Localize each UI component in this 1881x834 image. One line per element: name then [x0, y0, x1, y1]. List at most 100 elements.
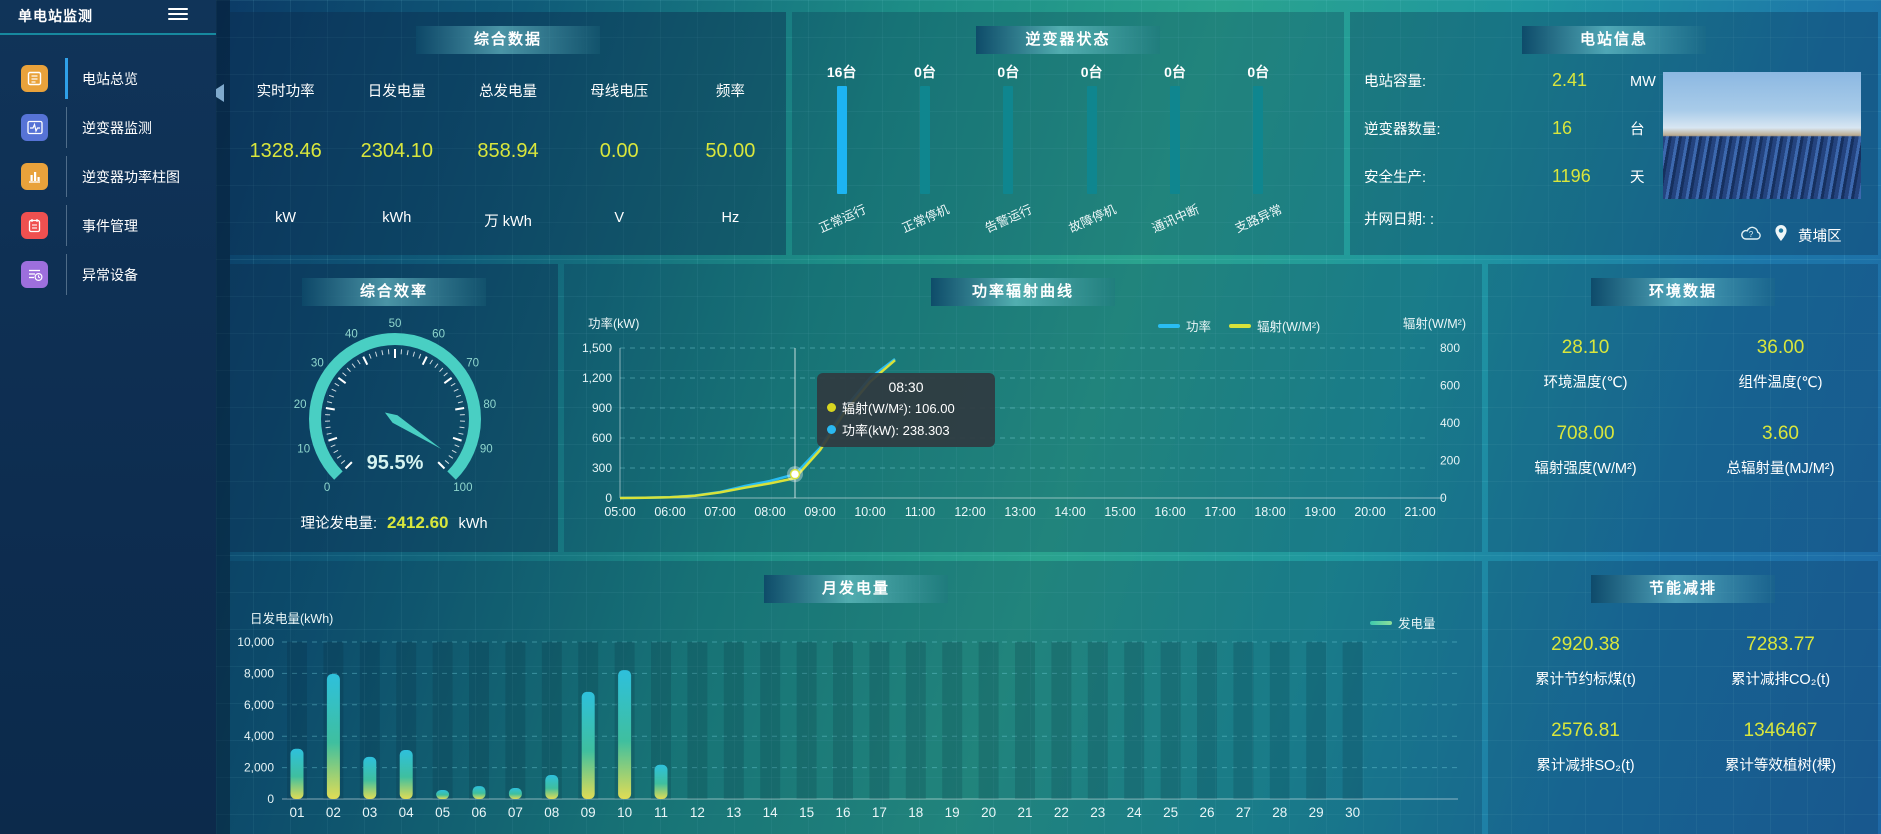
energy-saving-stat: 1346467 累计等效植树(棵): [1683, 711, 1878, 791]
x-axis-tick: 16: [835, 805, 850, 820]
inverter-status-column: 0台 通讯中断: [1135, 62, 1215, 252]
right-axis-tick: 0: [1440, 491, 1447, 505]
gauge-tick-label: 60: [432, 328, 445, 340]
x-axis-tick: 06:00: [654, 505, 685, 519]
inverter-status-column: 16台 正常运行: [802, 62, 882, 252]
x-axis-tick: 09:00: [804, 505, 835, 519]
sidebar-header: 单电站监测: [0, 0, 216, 35]
panel-title: 电站信息: [1522, 26, 1706, 54]
x-axis-tick: 05: [435, 805, 450, 820]
energy-saving-stat-value: 2576.81: [1551, 720, 1620, 741]
sidebar-item-event-management[interactable]: 事件管理: [0, 201, 216, 250]
energy-bar-07: [508, 788, 522, 799]
location-pin-icon[interactable]: [1774, 224, 1788, 247]
metric-unit: 万 kWh: [484, 214, 532, 230]
environment-stat-value: 3.60: [1762, 423, 1799, 444]
x-axis-tick: 02: [326, 805, 341, 820]
legend-label: 辐射(W/M²): [1257, 320, 1321, 334]
x-axis-tick: 26: [1199, 805, 1214, 820]
inverter-status-label: 通讯中断: [1149, 202, 1202, 236]
energy-saving-stat-label: 累计减排SO₂(t): [1536, 758, 1635, 774]
x-axis-tick: 19: [945, 805, 960, 820]
inverter-status-bar: [1003, 86, 1014, 194]
sidebar-item-station-overview[interactable]: 电站总览: [0, 54, 216, 103]
x-axis-tick: 01: [289, 805, 304, 820]
x-axis-tick: 16:00: [1154, 505, 1185, 519]
metric-value: 2304.10: [360, 140, 433, 162]
summary-metrics: 实时功率 1328.46 kW 日发电量 2304.10 kWh 总发电量 858.94 万 k…: [230, 64, 786, 255]
x-axis-tick: 22: [1054, 805, 1069, 820]
gauge-tick-label: 70: [466, 358, 479, 370]
menu-toggle-icon[interactable]: [168, 5, 188, 21]
tooltip-series-dot: [827, 403, 836, 412]
energy-saving-stat-label: 累计减排CO₂(t): [1730, 672, 1831, 688]
energy-bar-08: [545, 774, 559, 799]
inverter-status-column: 0台 告警运行: [968, 62, 1048, 252]
x-axis-tick: 18:00: [1254, 505, 1285, 519]
energy-saving-stat-value: 7283.77: [1746, 634, 1815, 655]
metric-unit: Hz: [721, 210, 740, 226]
environment-stat-label: 辐射强度(W/M²): [1534, 461, 1637, 477]
theory-energy-label: 理论发电量:: [300, 516, 377, 532]
sidebar-item-divider: [66, 156, 67, 197]
x-axis-tick: 19:00: [1304, 505, 1335, 519]
x-axis-tick: 05:00: [604, 505, 635, 519]
power-radiation-chart[interactable]: 0 300 600 900 1,200 1,500 0 200 400 600 800 05:00 06…: [564, 264, 1482, 552]
sidebar-item-label: 逆变器监测: [82, 119, 152, 136]
x-axis-tick: 15:00: [1104, 505, 1135, 519]
sidebar-item-abnormal-devices[interactable]: 异常设备: [0, 250, 216, 299]
environment-stat-value: 708.00: [1556, 423, 1615, 444]
legend-item[interactable]: 辐射(W/M²): [1229, 316, 1320, 335]
energy-bar-10: [618, 670, 632, 799]
gauge-value-label: 95.5%: [367, 452, 424, 474]
left-axis-name: 功率(kW): [588, 316, 639, 331]
energy-bar-09: [581, 691, 595, 799]
panel-station-info: 电站信息 电站容量: 2.41 MW 逆变器数量: 16 台安全生产: 1196 天并网日期:…: [1350, 12, 1878, 255]
y-axis-tick: 6,000: [244, 698, 274, 712]
x-axis-tick: 17: [872, 805, 887, 820]
inverter-status-bar: [1169, 86, 1180, 194]
sidebar-item-inverter-monitor[interactable]: 逆变器监测: [0, 103, 216, 152]
energy-saving-stat: 2920.38 累计节约标煤(t): [1488, 625, 1683, 705]
summary-metric: 实时功率 1328.46 kW: [230, 64, 341, 255]
x-axis-tick: 18: [908, 805, 923, 820]
x-axis-tick: 21: [1017, 805, 1032, 820]
inverter-status-label: 正常停机: [899, 202, 952, 236]
gauge-tick-label: 100: [453, 482, 472, 494]
panel-title: 环境数据: [1591, 278, 1775, 306]
inverter-status-bar: [836, 86, 847, 194]
energy-bar-05: [436, 790, 450, 799]
legend-item[interactable]: 功率: [1158, 316, 1211, 335]
inverter-power-bars-icon: [21, 163, 48, 190]
inverter-status-label: 故障停机: [1066, 202, 1118, 236]
metric-unit: V: [614, 210, 625, 226]
panel-title: 综合数据: [416, 26, 600, 54]
environment-stat: 3.60 总辐射量(MJ/M²): [1683, 414, 1878, 494]
metric-unit: kW: [275, 210, 297, 226]
x-axis-tick: 07:00: [704, 505, 735, 519]
sidebar-item-label: 逆变器功率柱图: [82, 168, 180, 185]
inverter-count-label: 0台: [1080, 64, 1103, 80]
legend-label: 发电量: [1398, 617, 1436, 631]
inverter-status-chart[interactable]: 16台 正常运行 0台 正常停机 0台 告警运行 0台 故障停机 0台 通讯中断 0台 支路异常: [800, 62, 1300, 252]
sidebar-item-inverter-power-bars[interactable]: 逆变器功率柱图: [0, 152, 216, 201]
weather-cloud-icon[interactable]: ?: [1740, 224, 1764, 247]
sidebar-item-label: 异常设备: [82, 266, 138, 283]
metric-label: 日发电量: [367, 84, 426, 100]
gauge-tick-label: 10: [297, 444, 310, 456]
monthly-energy-chart[interactable]: 0 2,000 4,000 6,000 8,000 10,000 01 02 03 04 05 06 0…: [230, 561, 1482, 834]
environment-stat-label: 环境温度(℃): [1543, 375, 1628, 391]
sidebar-menu: 电站总览逆变器监测逆变器功率柱图事件管理异常设备: [0, 54, 216, 299]
station-photo: [1663, 72, 1861, 199]
environment-stat: 36.00 组件温度(℃): [1683, 328, 1878, 408]
dashboard-main: 综合数据 实时功率 1328.46 kW 日发电量 2304.10 kWh 总发电量 858.…: [210, 0, 1881, 834]
district-label[interactable]: 黄埔区: [1798, 228, 1842, 245]
legend-item[interactable]: 发电量: [1370, 613, 1436, 632]
legend-marker: [1229, 323, 1252, 328]
sidebar-item-divider: [66, 205, 67, 246]
panel-efficiency: 综合效率 0 10 20 30 40 50 60 70 80 90 100 95.5% 理论发电量: …: [230, 264, 558, 552]
station-geo[interactable]: ? 黄埔区: [1740, 222, 1870, 248]
energy-bar-06: [472, 786, 486, 799]
svg-text:?: ?: [1749, 230, 1754, 239]
metric-unit: kWh: [382, 210, 412, 226]
